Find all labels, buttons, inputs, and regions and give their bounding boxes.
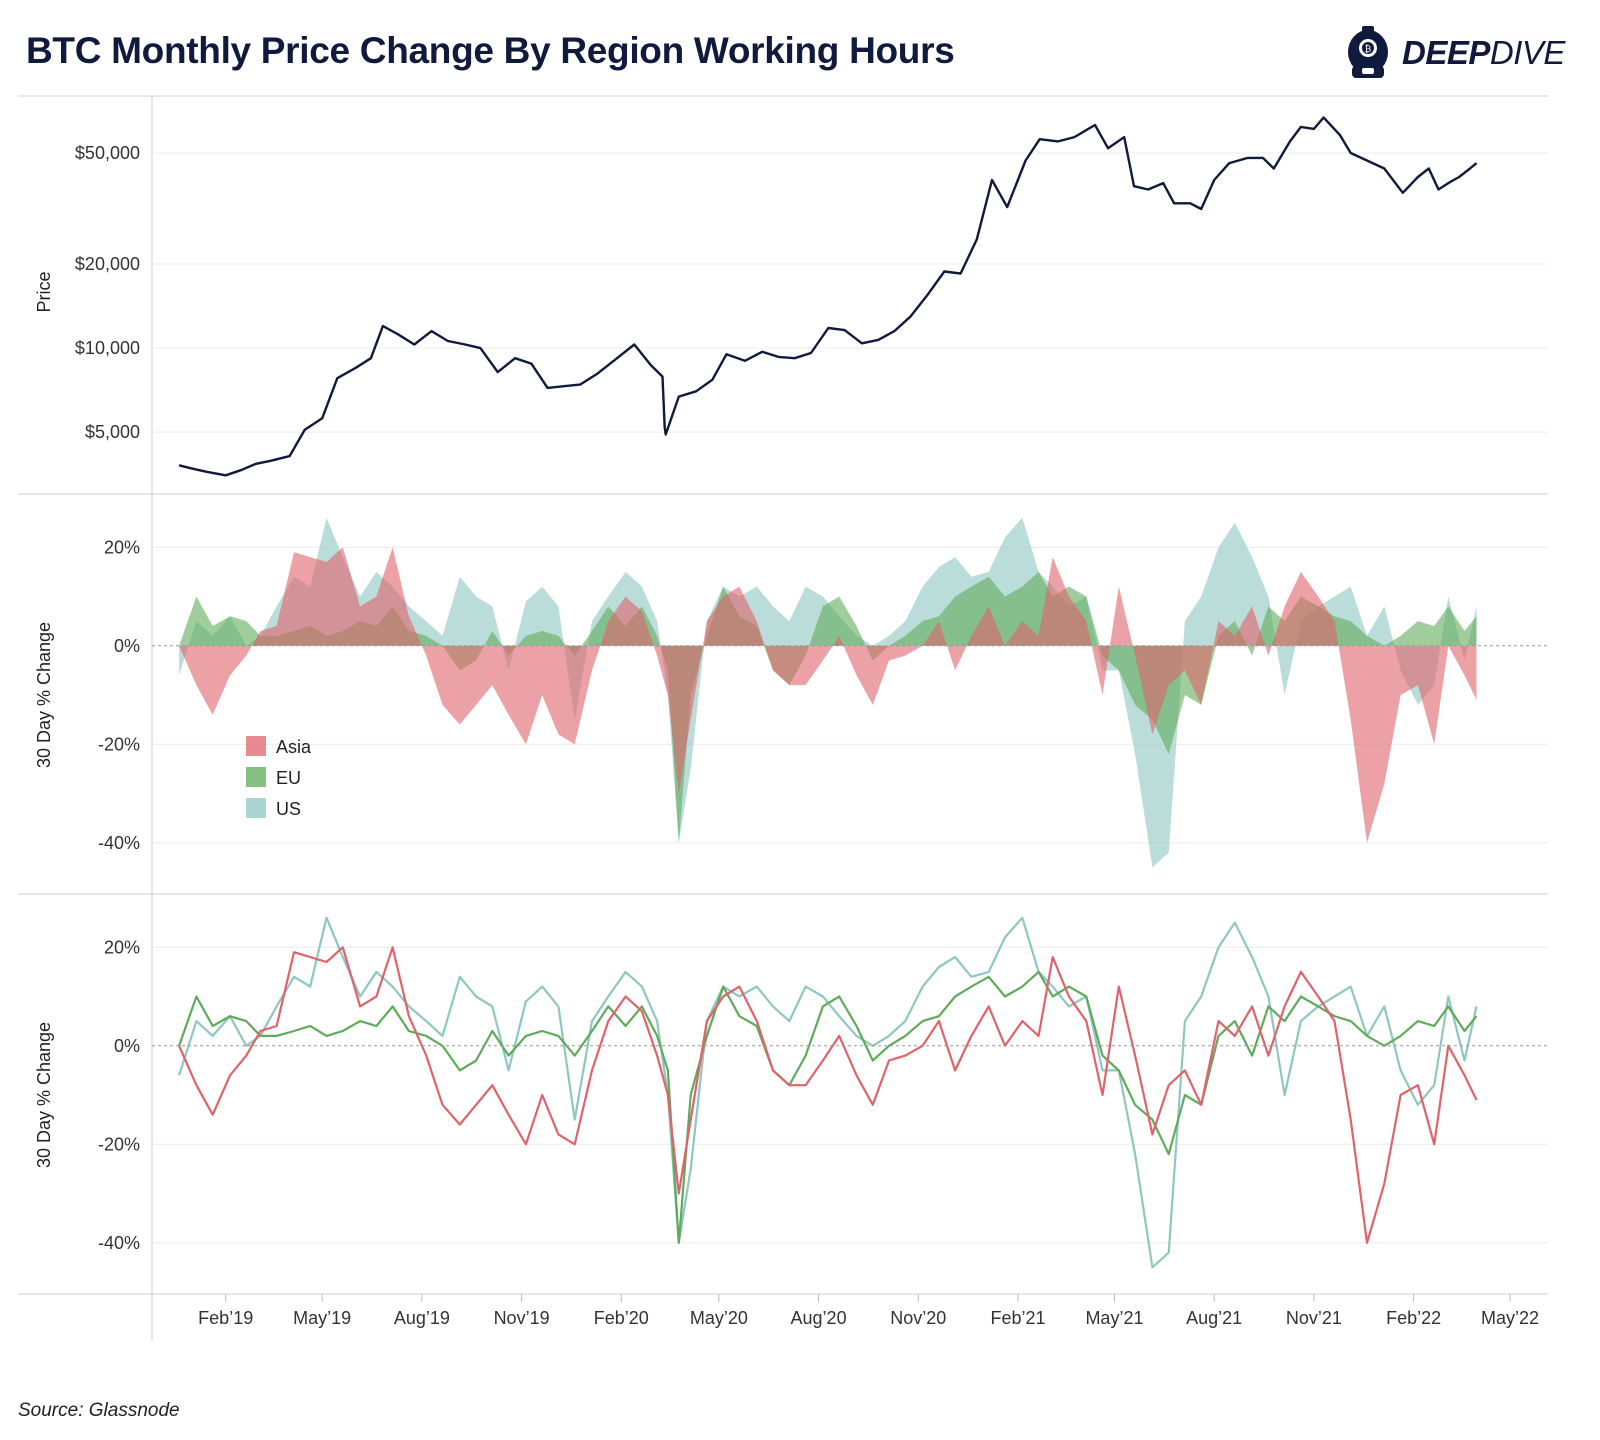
logo-text-light: DIVE	[1489, 34, 1566, 71]
logo-text-bold: DEEP	[1402, 34, 1490, 71]
area-series-us	[179, 517, 1477, 868]
x-tick-label: Nov’19	[494, 1308, 550, 1328]
source-note: Source: Glassnode	[18, 1400, 180, 1421]
svg-text:₿: ₿	[1365, 44, 1372, 55]
line-series-asia	[178, 946, 1478, 1244]
legend-label-us: US	[276, 799, 301, 819]
x-tick-label: May’22	[1481, 1308, 1539, 1328]
y-axis-label-pct: 30 Day % Change	[34, 1022, 54, 1168]
x-tick-label: Nov’21	[1286, 1308, 1342, 1328]
legend-swatch-us	[246, 798, 266, 818]
area-series-eu	[179, 571, 1477, 843]
y-tick-label-pct: -40%	[98, 833, 140, 853]
y-tick-label-pct: 0%	[114, 636, 140, 656]
chart-title: BTC Monthly Price Change By Region Worki…	[26, 30, 955, 71]
y-axis-label-pct: 30 Day % Change	[34, 622, 54, 768]
y-tick-label-pct: 20%	[104, 937, 140, 957]
legend-swatch-asia	[246, 736, 266, 756]
line-series-eu	[178, 970, 1478, 1244]
y-tick-label-pct: 20%	[104, 537, 140, 557]
x-tick-label: May’19	[293, 1308, 351, 1328]
diving-helmet-icon: ₿	[1348, 26, 1388, 78]
y-tick-label-pct: -20%	[98, 1134, 140, 1154]
x-tick-label: Aug’21	[1186, 1308, 1242, 1328]
y-tick-label-price: $50,000	[75, 143, 140, 163]
y-tick-label-pct: -40%	[98, 1233, 140, 1253]
y-tick-label-price: $5,000	[85, 422, 140, 442]
y-tick-label-price: $20,000	[75, 254, 140, 274]
x-tick-label: Feb’20	[594, 1308, 649, 1328]
x-tick-label: Nov’20	[890, 1308, 946, 1328]
x-tick-label: Feb’21	[990, 1308, 1045, 1328]
x-tick-label: May’21	[1085, 1308, 1143, 1328]
legend-swatch-eu	[246, 767, 266, 787]
price-series-line	[178, 116, 1478, 477]
y-tick-label-pct: -20%	[98, 734, 140, 754]
y-tick-label-price: $10,000	[75, 338, 140, 358]
x-tick-label: May’20	[690, 1308, 748, 1328]
y-axis-label-price: Price	[34, 271, 54, 312]
brand-logo: ₿ DEEPDIVE	[1340, 22, 1580, 84]
legend-label-asia: Asia	[276, 737, 312, 757]
x-tick-label: Aug’20	[791, 1308, 847, 1328]
area-series-asia	[179, 547, 1477, 843]
legend-label-eu: EU	[276, 768, 301, 788]
y-tick-label-pct: 0%	[114, 1036, 140, 1056]
line-series-us	[178, 916, 1478, 1269]
x-tick-label: Feb’22	[1386, 1308, 1441, 1328]
x-tick-label: Aug’19	[394, 1308, 450, 1328]
x-tick-label: Feb’19	[198, 1308, 253, 1328]
